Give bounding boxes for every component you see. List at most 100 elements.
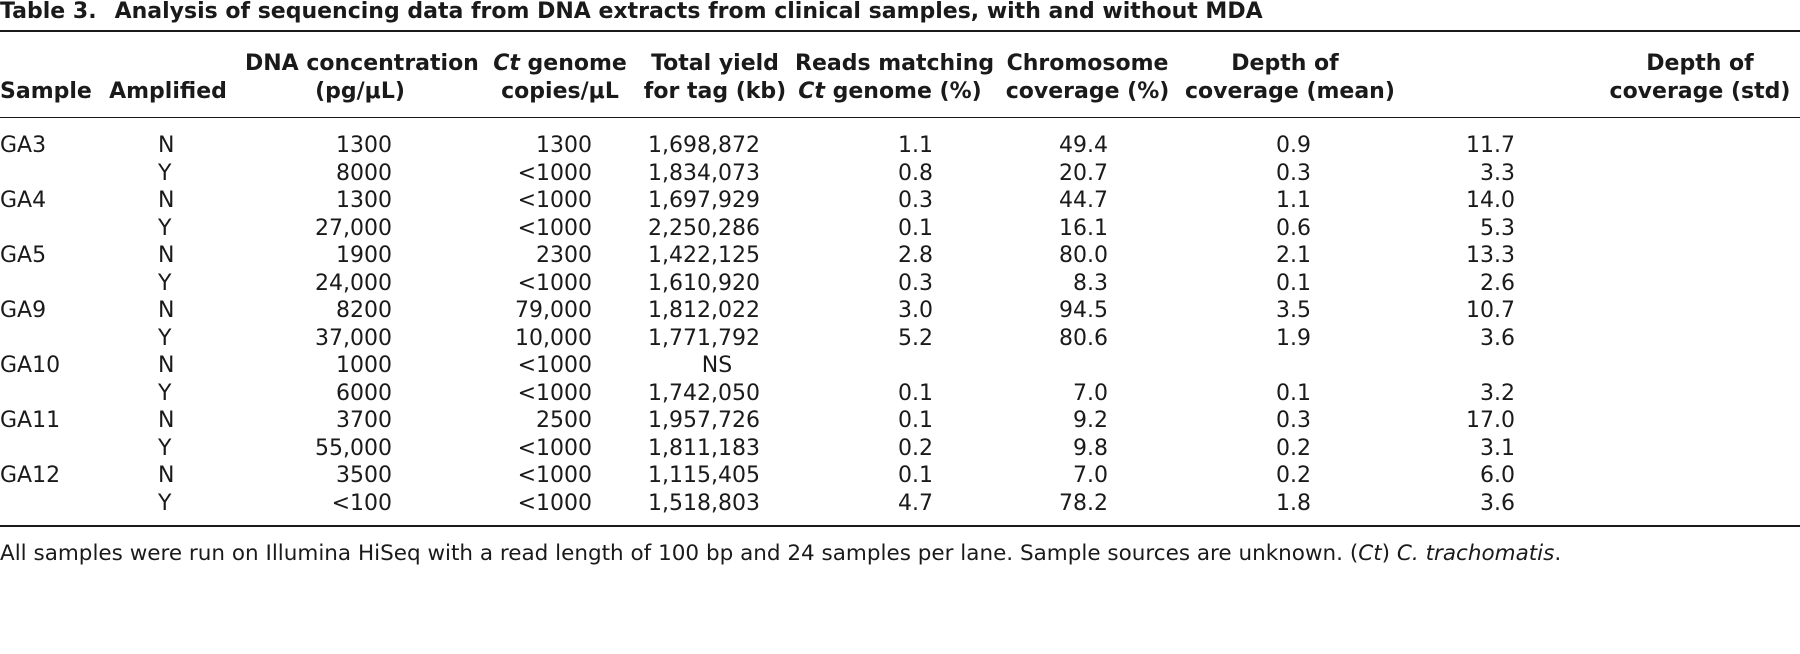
cell-sample: GA3 [0,133,47,158]
header-chromosome-coverage: Chromosome coverage (%) [1005,51,1170,104]
cell-amplified: N [158,133,175,158]
table-row: GA12 N 3500 <1000 1,115,405 0.1 7.0 0.2 6.0 [0,462,1800,490]
cell-reads-matching: 0.1 [898,215,933,241]
cell-reads-matching: 0.2 [898,435,933,461]
header-sample: Sample [0,79,92,104]
cell-ct-copies: <1000 [517,270,592,296]
cell-depth-std: 6.0 [1480,463,1515,488]
cell-ct-copies: <1000 [517,215,592,241]
cell-amplified: N [158,353,175,378]
cell-depth-std: 14.0 [1466,188,1515,213]
cell-total-yield: 2,250,286 [648,215,760,241]
cell-amplified: N [158,408,175,433]
table-row: Y 55,000 <1000 1,811,183 0.2 9.8 0.2 3.1 [0,435,1800,463]
header-dna-concentration: DNA concentration (pg/μL) [245,51,479,104]
cell-reads-matching: 2.8 [898,243,933,268]
cell-reads-matching: 1.1 [898,133,933,158]
cell-chromosome-coverage: 7.0 [1073,380,1108,406]
cell-ct-copies: <1000 [517,490,592,516]
cell-depth-std: 3.1 [1480,435,1515,461]
cell-amplified: Y [158,160,172,186]
cell-depth-std: 11.7 [1466,133,1515,158]
cell-depth-mean: 3.5 [1276,298,1311,323]
cell-chromosome-coverage: 16.1 [1059,215,1108,241]
cell-ct-copies: 2500 [536,408,592,433]
cell-dna-concentration: <100 [331,490,392,516]
cell-depth-mean: 0.9 [1276,133,1311,158]
cell-dna-concentration: 8000 [336,160,392,186]
cell-amplified: N [158,298,175,323]
cell-depth-std: 3.3 [1480,160,1515,186]
cell-reads-matching: 0.1 [898,463,933,488]
cell-depth-std: 13.3 [1466,243,1515,268]
table-title: Analysis of sequencing data from DNA ext… [114,0,1263,24]
cell-depth-mean: 0.3 [1276,408,1311,433]
header-rule [0,117,1800,118]
table-row: Y 6000 <1000 1,742,050 0.1 7.0 0.1 3.2 [0,380,1800,408]
cell-chromosome-coverage: 9.2 [1073,408,1108,433]
cell-ct-copies: <1000 [517,188,592,213]
table-footnote: All samples were run on Illumina HiSeq w… [0,541,1562,566]
cell-dna-concentration: 55,000 [315,435,392,461]
cell-sample: GA9 [0,298,47,323]
cell-ct-copies: 2300 [536,243,592,268]
cell-dna-concentration: 1300 [336,133,392,158]
cell-ct-copies: <1000 [517,353,592,378]
cell-chromosome-coverage: 80.6 [1059,325,1108,351]
table-row: Y 24,000 <1000 1,610,920 0.3 8.3 0.1 2.6 [0,270,1800,298]
cell-depth-mean: 1.9 [1276,325,1311,351]
cell-total-yield: 1,610,920 [648,270,760,296]
cell-reads-matching: 0.1 [898,380,933,406]
table-row: GA4 N 1300 <1000 1,697,929 0.3 44.7 1.1 14.0 [0,187,1800,215]
cell-depth-std: 2.6 [1480,270,1515,296]
cell-depth-mean: 2.1 [1276,243,1311,268]
cell-amplified: Y [158,325,172,351]
top-rule [0,30,1800,32]
cell-depth-std: 5.3 [1480,215,1515,241]
cell-total-yield: NS [701,353,733,378]
table-body: GA3 N 1300 1300 1,698,872 1.1 49.4 0.9 11.7 Y 8000… [0,132,1800,517]
cell-chromosome-coverage: 49.4 [1059,133,1108,158]
cell-depth-mean: 0.1 [1276,270,1311,296]
cell-ct-copies: 79,000 [515,298,592,323]
table-row: GA10 N 1000 <1000 NS [0,352,1800,380]
cell-total-yield: 1,698,872 [648,133,760,158]
cell-reads-matching: 5.2 [898,325,933,351]
cell-amplified: Y [158,490,172,516]
cell-total-yield: 1,742,050 [648,380,760,406]
cell-reads-matching: 0.3 [898,188,933,213]
cell-ct-copies: <1000 [517,380,592,406]
cell-dna-concentration: 27,000 [315,215,392,241]
cell-sample: GA4 [0,188,47,213]
cell-total-yield: 1,422,125 [648,243,760,268]
cell-dna-concentration: 1900 [336,243,392,268]
cell-depth-mean: 0.6 [1276,215,1311,241]
cell-total-yield: 1,957,726 [648,408,760,433]
cell-ct-copies: <1000 [517,463,592,488]
cell-reads-matching: 0.1 [898,408,933,433]
cell-sample: GA5 [0,243,47,268]
cell-depth-mean: 0.2 [1276,463,1311,488]
cell-reads-matching: 3.0 [898,298,933,323]
cell-depth-mean: 0.1 [1276,380,1311,406]
cell-chromosome-coverage: 80.0 [1059,243,1108,268]
cell-dna-concentration: 1000 [336,353,392,378]
cell-dna-concentration: 6000 [336,380,392,406]
cell-chromosome-coverage: 78.2 [1059,490,1108,516]
header-amplified: Amplified [109,79,227,104]
cell-ct-copies: 1300 [536,133,592,158]
cell-reads-matching: 0.8 [898,160,933,186]
table-row: GA9 N 8200 79,000 1,812,022 3.0 94.5 3.5 10.7 [0,297,1800,325]
cell-sample: GA11 [0,408,61,433]
cell-total-yield: 1,115,405 [648,463,760,488]
cell-total-yield: 1,811,183 [648,435,760,461]
cell-dna-concentration: 3500 [336,463,392,488]
cell-chromosome-coverage: 20.7 [1059,160,1108,186]
cell-dna-concentration: 8200 [336,298,392,323]
cell-depth-std: 17.0 [1466,408,1515,433]
header-reads-matching: Reads matching Ct genome (%) [795,51,995,104]
cell-chromosome-coverage: 9.8 [1073,435,1108,461]
header-total-yield: Total yield for tag (kb) [643,51,787,104]
cell-total-yield: 1,812,022 [648,298,760,323]
cell-dna-concentration: 1300 [336,188,392,213]
